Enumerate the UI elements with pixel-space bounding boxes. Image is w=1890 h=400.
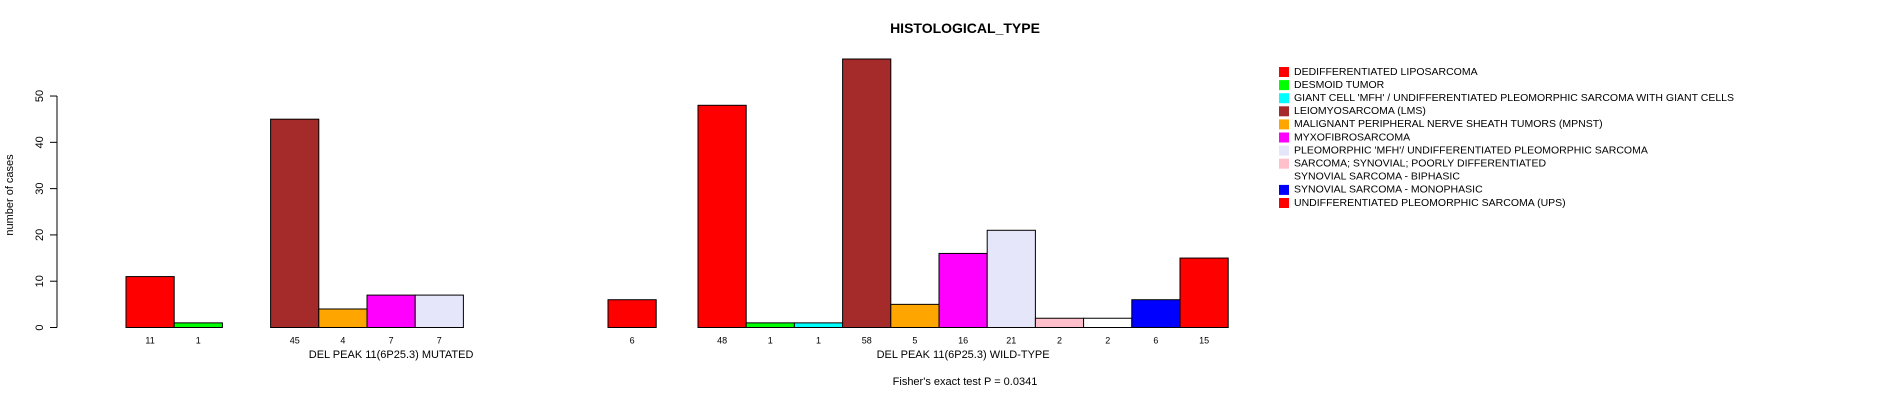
legend-swatch <box>1279 119 1289 130</box>
legend-swatch <box>1279 145 1289 156</box>
legend-label: PLEOMORPHIC 'MFH'/ UNDIFFERENTIATED PLEO… <box>1294 144 1648 156</box>
bar <box>1179 257 1229 328</box>
bar-count-label: 2 <box>1057 335 1062 345</box>
bar-count-label: 1 <box>816 335 821 345</box>
legend-swatch <box>1279 67 1289 77</box>
legend-swatch <box>1279 93 1289 104</box>
bar <box>270 118 320 329</box>
fisher-test-footer: Fisher's exact test P = 0.0341 <box>893 376 1038 388</box>
bar-count-label: 21 <box>1006 335 1016 345</box>
bar <box>938 252 988 328</box>
bar-count-label: 5 <box>912 335 917 345</box>
y-tick-label: 10 <box>34 275 46 287</box>
bar <box>1034 317 1085 329</box>
y-tick-label: 20 <box>34 229 46 241</box>
y-tick-label: 30 <box>34 182 46 194</box>
legend-item: GIANT CELL 'MFH' / UNDIFFERENTIATED PLEO… <box>1279 92 1734 104</box>
legend-label: UNDIFFERENTIATED PLEOMORPHIC SARCOMA (UP… <box>1294 197 1566 209</box>
legend-item: PLEOMORPHIC 'MFH'/ UNDIFFERENTIATED PLEO… <box>1279 144 1648 156</box>
count-labels: 11 1 45 4 7 7 6 48 1 1 58 5 16 21 2 2 6 15 <box>145 335 1209 345</box>
bar <box>890 303 940 329</box>
bar-count-label: 58 <box>862 335 872 345</box>
legend-swatch <box>1279 80 1289 91</box>
legend-item: DEDIFFERENTIATED LIPOSARCOMA <box>1279 66 1478 78</box>
y-axis: 0 10 20 30 40 50 <box>34 90 58 331</box>
legend-item: SYNOVIAL SARCOMA - MONOPHASIC <box>1279 184 1483 196</box>
legend-item: MALIGNANT PERIPHERAL NERVE SHEATH TUMORS… <box>1279 118 1603 130</box>
bar-count-label: 11 <box>145 335 154 345</box>
bar-count-label: 1 <box>768 335 773 345</box>
bar-count-label: 4 <box>340 335 345 345</box>
bars <box>125 58 1229 329</box>
bar <box>793 322 844 329</box>
legend-label: LEIOMYOSARCOMA (LMS) <box>1294 105 1426 117</box>
bar <box>366 294 416 328</box>
bar-count-label: 2 <box>1105 335 1110 345</box>
legend-item: MYXOFIBROSARCOMA <box>1279 131 1410 143</box>
legend-label: SYNOVIAL SARCOMA - BIPHASIC <box>1294 171 1460 183</box>
bar-count-label: 6 <box>630 335 635 345</box>
bar <box>125 276 175 328</box>
legend-swatch <box>1279 158 1289 169</box>
legend-item: SARCOMA; SYNOVIAL; POORLY DIFFERENTIATED <box>1279 157 1546 169</box>
legend-item: SYNOVIAL SARCOMA - BIPHASIC <box>1279 171 1460 183</box>
y-axis-label: number of cases <box>4 154 16 236</box>
legend-swatch <box>1279 132 1289 143</box>
legend-swatch <box>1279 198 1289 208</box>
bar-count-label: 45 <box>290 335 300 345</box>
legend-label: GIANT CELL 'MFH' / UNDIFFERENTIATED PLEO… <box>1294 92 1734 104</box>
bar <box>607 299 657 329</box>
legend-label: SYNOVIAL SARCOMA - MONOPHASIC <box>1294 184 1483 196</box>
bar-count-label: 7 <box>437 335 442 345</box>
group-labels: DEL PEAK 11(6P25.3) MUTATED DEL PEAK 11(6… <box>309 349 1050 361</box>
y-tick-label: 40 <box>34 136 46 148</box>
bar <box>745 322 795 329</box>
y-tick-label: 50 <box>34 90 46 102</box>
bar-count-label: 16 <box>958 335 968 345</box>
bar-count-label: 48 <box>717 335 727 345</box>
bar-count-label: 1 <box>196 335 201 345</box>
bar <box>173 322 223 329</box>
bar <box>1131 299 1181 329</box>
group-label: DEL PEAK 11(6P25.3) MUTATED <box>309 349 474 361</box>
legend-label: MYXOFIBROSARCOMA <box>1294 131 1410 143</box>
chart-title: HISTOLOGICAL_TYPE <box>890 20 1040 36</box>
bar-count-label: 6 <box>1153 335 1158 345</box>
group-label: DEL PEAK 11(6P25.3) WILD-TYPE <box>877 349 1050 361</box>
bar-count-label: 7 <box>389 335 394 345</box>
bar <box>986 229 1036 328</box>
legend-swatch <box>1279 184 1289 195</box>
y-tick-label: 0 <box>34 324 46 330</box>
bar <box>414 294 464 328</box>
legend-item: LEIOMYOSARCOMA (LMS) <box>1279 105 1426 117</box>
legend-item: DESMOID TUMOR <box>1279 79 1385 91</box>
bar <box>697 104 747 328</box>
legend-label: MALIGNANT PERIPHERAL NERVE SHEATH TUMORS… <box>1294 118 1603 130</box>
legend-item: UNDIFFERENTIATED PLEOMORPHIC SARCOMA (UP… <box>1279 197 1566 209</box>
legend-label: DEDIFFERENTIATED LIPOSARCOMA <box>1294 66 1478 78</box>
bar-count-label: 15 <box>1199 335 1209 345</box>
legend-swatch <box>1279 171 1289 182</box>
bar <box>842 58 892 328</box>
legend-label: SARCOMA; SYNOVIAL; POORLY DIFFERENTIATED <box>1294 157 1546 169</box>
bar <box>318 308 368 328</box>
legend-label: DESMOID TUMOR <box>1294 79 1385 91</box>
bar <box>1083 317 1133 329</box>
legend-swatch <box>1279 106 1289 117</box>
